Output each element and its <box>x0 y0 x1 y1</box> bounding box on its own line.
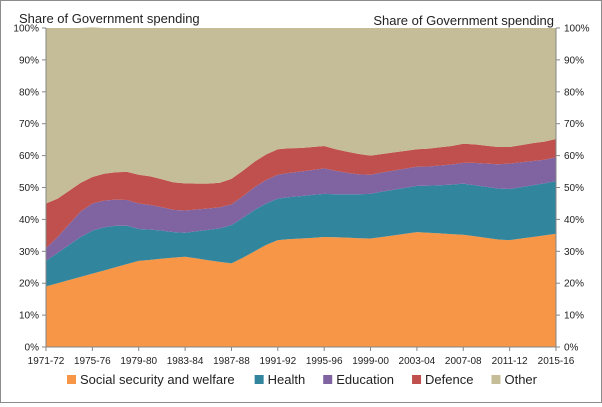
right-y-tick-label: 50% <box>564 183 584 194</box>
legend-swatch <box>323 375 333 384</box>
area-other <box>46 27 556 204</box>
x-tick-label: 2011-12 <box>492 356 528 367</box>
left-y-tick-label: 90% <box>19 55 39 66</box>
left-y-tick-label: 10% <box>19 311 39 322</box>
x-tick-label: 2003-04 <box>399 356 436 367</box>
x-tick-label: 1987-88 <box>213 356 250 367</box>
right-y-tick-label: 20% <box>564 279 584 290</box>
legend-swatch <box>67 375 76 384</box>
x-tick-label: 1999-00 <box>352 356 389 367</box>
area-health <box>46 181 556 287</box>
x-tick-label: 1971-72 <box>28 356 65 367</box>
right-axis-title: Share of Government spending <box>373 13 554 28</box>
left-y-tick-label: 50% <box>19 183 39 194</box>
left-y-tick-label: 70% <box>19 119 39 130</box>
x-tick-label: 2007-08 <box>445 356 482 367</box>
legend-label: Education <box>336 372 394 387</box>
left-y-tick-label: 40% <box>19 215 39 226</box>
area-defence <box>46 139 556 249</box>
legend-label: Other <box>504 372 537 387</box>
left-y-tick-label: 80% <box>19 87 39 98</box>
left-y-tick-label: 0% <box>25 343 40 354</box>
right-y-tick-label: 40% <box>564 215 584 226</box>
legend-swatch <box>412 375 422 384</box>
legend-label: Social security and welfare <box>80 372 235 387</box>
legend-swatch <box>491 375 501 384</box>
right-y-tick-label: 100% <box>564 24 590 35</box>
x-tick-label: 1991-92 <box>259 356 296 367</box>
x-tick-label: 1975-76 <box>74 356 111 367</box>
right-y-tick-label: 90% <box>564 55 584 66</box>
legend-label: Defence <box>425 372 473 387</box>
right-y-tick-label: 70% <box>564 119 584 130</box>
right-y-tick-label: 0% <box>564 343 579 354</box>
right-y-tick-label: 10% <box>564 311 584 322</box>
x-tick-label: 1995-96 <box>306 356 343 367</box>
left-y-tick-label: 20% <box>19 279 39 290</box>
legend-swatch <box>254 375 264 384</box>
right-y-tick-label: 60% <box>564 151 584 162</box>
x-tick-label: 2015-16 <box>538 356 575 367</box>
x-tick-label: 1983-84 <box>167 356 204 367</box>
legend-label: Health <box>268 372 306 387</box>
left-y-tick-label: 30% <box>19 247 39 258</box>
right-y-tick-label: 80% <box>564 87 584 98</box>
left-axis-title: Share of Government spending <box>19 11 200 26</box>
left-y-tick-label: 60% <box>19 151 39 162</box>
x-tick-label: 1979-80 <box>120 356 157 367</box>
area-education <box>46 157 556 261</box>
area-social-security-and-welfare <box>46 232 556 347</box>
left-y-tick-label: 100% <box>13 24 39 35</box>
right-y-tick-label: 30% <box>564 247 584 258</box>
